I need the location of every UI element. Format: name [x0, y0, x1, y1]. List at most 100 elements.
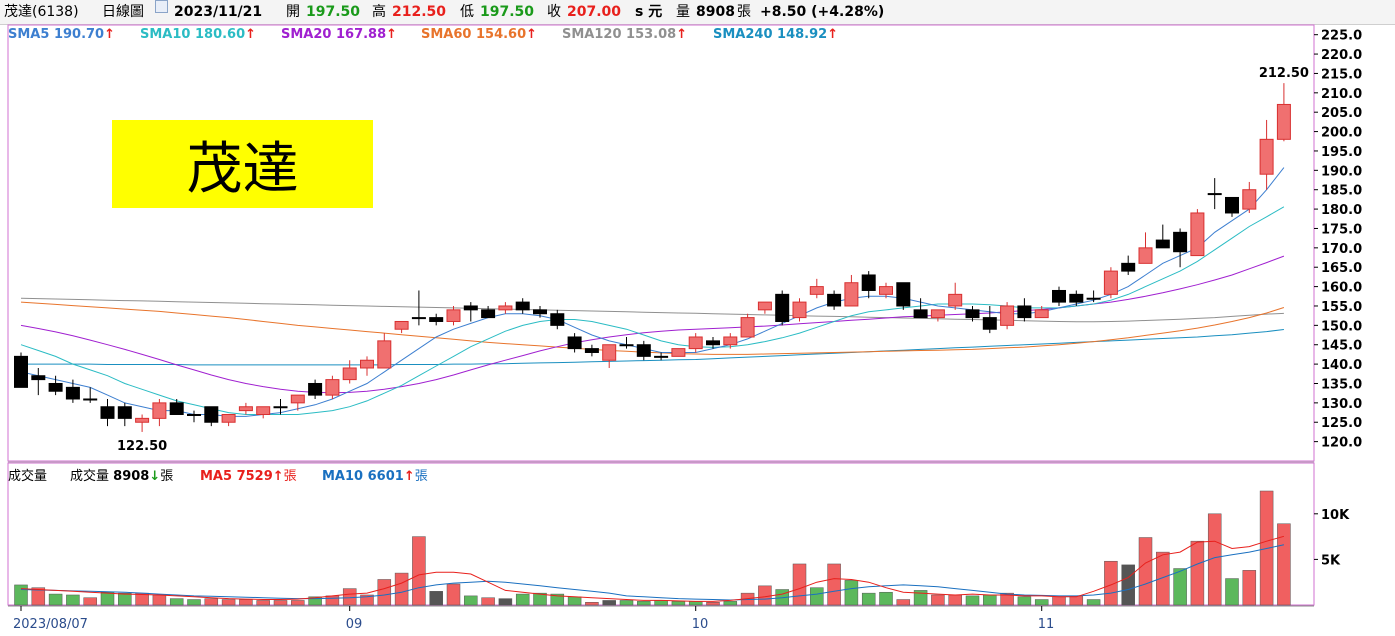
volume-bar [152, 594, 167, 606]
candle-body [1000, 305, 1015, 326]
volume-bar [446, 583, 461, 606]
candle-body [965, 309, 980, 319]
candle-body [1017, 305, 1032, 319]
volume-bar [965, 595, 980, 606]
volume-bar [1156, 551, 1170, 606]
volume-bar [31, 587, 46, 606]
volume-bar [14, 584, 28, 606]
candle-body [1034, 309, 1049, 319]
price-tick-label: 145.0 [1321, 339, 1362, 354]
candle-body [550, 313, 565, 326]
candle-body [1225, 196, 1239, 214]
stock-banner-text: 茂達 [186, 136, 299, 202]
candle-body [446, 309, 461, 322]
candle-body [1069, 293, 1084, 303]
volume-bar [1225, 578, 1239, 606]
candle-body [688, 336, 703, 350]
candle-body [602, 344, 617, 361]
price-tick-label: 155.0 [1321, 300, 1362, 315]
volume-bar [118, 592, 132, 606]
close-value: 207.00 [567, 4, 622, 20]
candle-body [238, 406, 253, 412]
volume-bar [619, 600, 634, 606]
candle-body [100, 406, 115, 419]
candle-body [982, 317, 997, 330]
volume-tick-label: 10K [1321, 508, 1350, 523]
sma240-legend[interactable]: SMA240 148.92↑ [713, 27, 839, 42]
volume-bar [879, 591, 893, 606]
volume-bar [654, 600, 668, 606]
volume-bar [100, 591, 115, 606]
volume-bar [792, 563, 807, 606]
candle-body [1086, 297, 1101, 300]
candle-body [325, 379, 340, 396]
sma120-legend[interactable]: SMA120 153.08↑ [562, 27, 688, 42]
sma5-legend[interactable]: SMA5 190.70↑ [8, 27, 116, 42]
candle-body [273, 406, 288, 409]
volume-bar [360, 594, 374, 606]
candle-body [342, 367, 357, 381]
volume-bar [723, 601, 738, 606]
volume-bar [429, 591, 443, 606]
volume-bar [1017, 596, 1032, 606]
candle-body [14, 355, 28, 388]
period-label: 日線圖 [102, 4, 144, 20]
volume-bar [48, 593, 63, 606]
candle-body [83, 398, 98, 401]
candle-body [65, 386, 80, 400]
candle-body [1121, 262, 1136, 272]
price-tick-label: 180.0 [1321, 203, 1362, 218]
price-tick-label: 165.0 [1321, 261, 1362, 276]
volume-bar [1190, 540, 1205, 606]
volume-bar [515, 593, 530, 606]
volume-bar [1000, 592, 1014, 606]
volume-bar [187, 599, 201, 606]
volume-bar [1207, 513, 1222, 606]
volume-bar [481, 597, 495, 606]
volume-bar [464, 595, 478, 606]
price-tick-label: 205.0 [1321, 106, 1362, 121]
vol-ma10-line [20, 544, 1285, 601]
sma60-line [20, 301, 1285, 355]
volume-bar [533, 592, 547, 606]
candle-body [792, 301, 807, 319]
candle-body [619, 344, 634, 347]
candle-body [533, 309, 547, 315]
candle-body [1276, 103, 1291, 140]
volume-tick-label: 5K [1321, 553, 1341, 568]
price-tick-label: 215.0 [1321, 67, 1362, 82]
candle-body [360, 359, 374, 369]
candle-body [429, 317, 444, 322]
low-label: 低 [460, 4, 474, 20]
volume-bar [1277, 523, 1291, 606]
candle-body [1259, 138, 1274, 175]
price-pane-frame [7, 24, 1315, 462]
sma10-legend[interactable]: SMA10 180.60↑ [140, 27, 257, 42]
x-tick-label: 09 [346, 617, 363, 632]
price-tick-label: 170.0 [1321, 242, 1362, 257]
candle-body [515, 301, 530, 311]
vol-ma5-legend[interactable]: MA5 7529↑張 [200, 469, 297, 484]
open-value: 197.50 [306, 4, 361, 20]
price-tick-label: 220.0 [1321, 48, 1362, 63]
price-tick-label: 120.0 [1321, 436, 1362, 451]
change-value: +8.50 (+4.28%) [760, 4, 885, 20]
vol-ma10-legend[interactable]: MA10 6601↑張 [322, 469, 428, 484]
candle-body [1242, 189, 1257, 210]
volume-bar [169, 598, 184, 606]
candle-body [1103, 270, 1118, 295]
price-tick-label: 225.0 [1321, 29, 1362, 44]
sma60-legend[interactable]: SMA60 154.60↑ [421, 27, 538, 42]
candle-body [1190, 212, 1205, 257]
period-dropdown-icon[interactable] [155, 0, 168, 13]
volume-bar [913, 590, 928, 606]
volume-value: 8908 [696, 4, 735, 20]
volume-bar [637, 601, 651, 606]
candle-body [930, 309, 945, 319]
volume-bar [256, 600, 270, 606]
volume-legend-item[interactable]: 成交量 8908↓張 [70, 469, 174, 484]
high-value: 212.50 [392, 4, 447, 20]
sma20-legend[interactable]: SMA20 167.88↑ [281, 27, 398, 42]
price-tick-label: 175.0 [1321, 222, 1362, 237]
